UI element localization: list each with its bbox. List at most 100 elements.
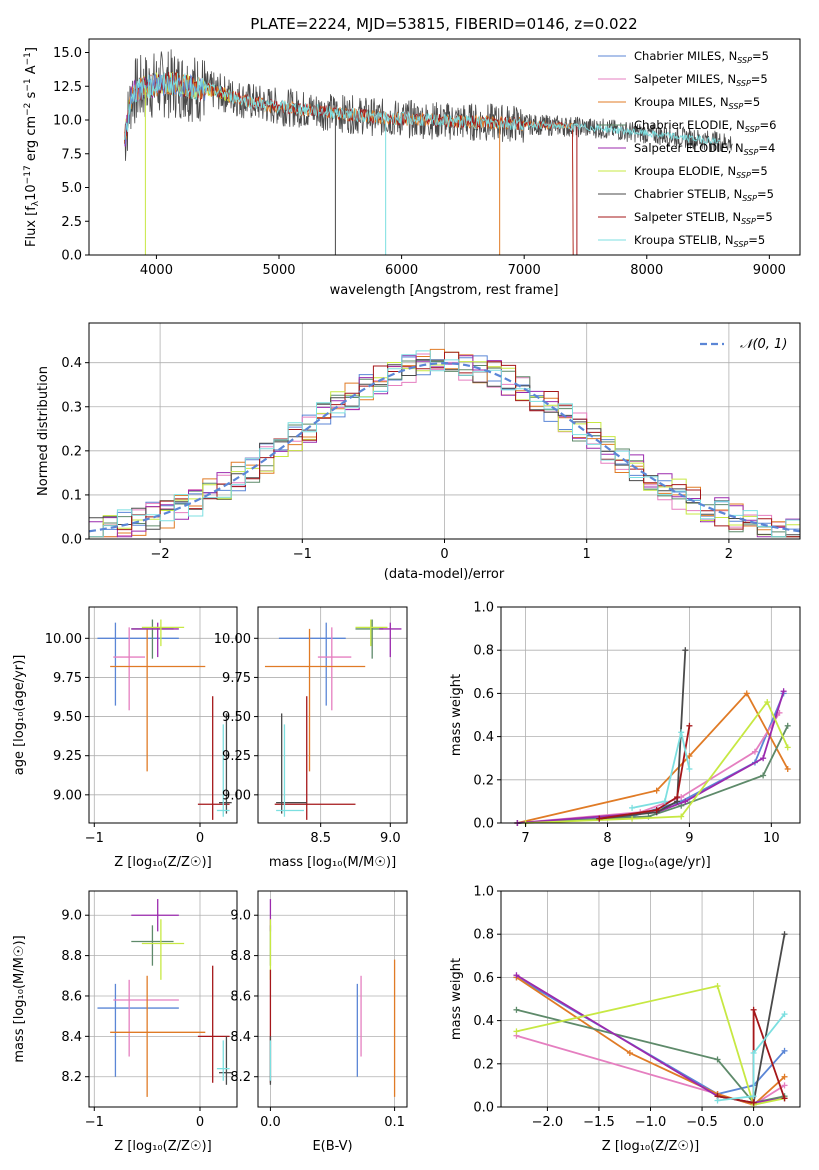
weight-vs-Z-y-tick-label: 1.0: [473, 885, 494, 900]
spectrum-y-tick-label: 0.0: [61, 249, 82, 264]
legend-label-salpeter_miles: Salpeter MILES, NSSP=5: [634, 72, 768, 88]
residual-y-ticks: 0.0 0.1 0.2 0.3 0.4: [61, 356, 89, 548]
age-vs-Z-axes-frame: [88, 606, 238, 824]
spectrum-y-tick-label: 7.5: [61, 147, 82, 162]
spectrum-y-tick-label: 10.0: [53, 114, 82, 129]
age-vs-Z-panel: −1 0 9.00 9.25 9.50 9.75 10.00 Z [log₁₀(Z/Z☉)] a…: [12, 606, 238, 870]
spectrum-x-tick-label: 8000: [630, 263, 663, 278]
mass-vs-ebv-panel: 0.0 0.1 8.2 8.4 8.6 8.8 9.0 E(B-V): [230, 890, 408, 1154]
mass-vs-ebv-x-label: E(B-V): [312, 1139, 352, 1154]
mass-vs-ebv-y-tick-label: 8.2: [230, 1070, 251, 1085]
legend-label-kroupa_elodie: Kroupa ELODIE, NSSP=5: [634, 164, 768, 180]
mass-vs-ebv-y-tick-label: 8.4: [230, 1030, 251, 1045]
weight-vs-age-x-tick-label: 8: [603, 831, 611, 846]
spectrum-title: PLATE=2224, MJD=53815, FIBERID=0146, z=0…: [250, 15, 637, 33]
spectrum-axes-frame: [88, 38, 801, 256]
spectrum-series-chabrier_stelib: [124, 49, 733, 161]
mass-vs-ebv-x-tick-label: 0.1: [384, 1115, 405, 1130]
age-vs-Z-y-tick-label: 9.50: [53, 710, 82, 725]
legend-label-chabrier_elodie: Chabrier ELODIE, NSSP=6: [634, 118, 776, 134]
weight-vs-Z-x-tick-label: −1.0: [635, 1115, 667, 1130]
residual-hist-kroupa_stelib: [89, 350, 800, 538]
weight-vs-age-panel: 7 8 9 10 0.0 0.2 0.4 0.6 0.8 1.0 age [log₁₀(age/yr…: [449, 601, 801, 870]
residual-x-tick-label: −1: [293, 547, 312, 562]
residual-y-tick-label: 0.4: [61, 356, 82, 371]
weight-vs-age-y-tick-label: 0.2: [473, 773, 494, 788]
legend-label-chabrier_miles: Chabrier MILES, NSSP=5: [634, 49, 769, 65]
age-vs-mass-y-tick-label: 9.00: [222, 788, 251, 803]
spectrum-x-tick-label: 7000: [508, 263, 541, 278]
mass-vs-ebv-y-tick-label: 8.6: [230, 989, 251, 1004]
legend-label-chabrier_stelib: Chabrier STELIB, NSSP=5: [634, 187, 774, 203]
spectrum-series-kroupa_stelib: [124, 72, 721, 145]
weight-vs-Z-x-tick-label: −2.0: [532, 1115, 564, 1130]
weight-vs-age-line-salpeter_stelib: [599, 725, 691, 820]
age-vs-mass-y-tick-label: 10.00: [214, 632, 251, 647]
residual-y-tick-label: 0.1: [61, 488, 82, 503]
mass-vs-ebv-axes-frame: [257, 890, 408, 1108]
weight-vs-Z-line-kroupa_elodie: [516, 984, 785, 1106]
spectrum-legend: Chabrier MILES, NSSP=5 Salpeter MILES, NS…: [598, 49, 776, 249]
weight-vs-age-axes-frame: [500, 606, 801, 824]
mass-vs-Z-panel: −1 0 8.2 8.4 8.6 8.8 9.0 Z [log₁₀(Z/Z☉)] mass [l…: [12, 890, 238, 1154]
age-vs-mass-x-tick-label: 9.0: [380, 831, 401, 846]
age-vs-Z-x-tick-label: 0: [196, 831, 204, 846]
weight-vs-age-x-label: age [log₁₀(age/yr)]: [590, 855, 711, 870]
spectrum-y-tick-label: 5.0: [61, 181, 82, 196]
weight-vs-Z-x-tick-label: −1.5: [583, 1115, 615, 1130]
legend-label-kroupa_stelib: Kroupa STELIB, NSSP=5: [634, 233, 765, 249]
residual-x-tick-label: −2: [151, 547, 170, 562]
weight-vs-age-y-tick-label: 0.0: [473, 817, 494, 832]
age-vs-Z-y-tick-label: 9.00: [53, 788, 82, 803]
spectrum-series-group: [124, 49, 733, 255]
residual-x-ticks: −2 −1 0 1 2: [151, 539, 733, 562]
mass-vs-Z-x-label: Z [log₁₀(Z/Z☉)]: [114, 1139, 211, 1154]
weight-vs-Z-y-tick-label: 0.2: [473, 1057, 494, 1072]
weight-vs-age-x-tick-label: 10: [763, 831, 780, 846]
residual-y-tick-label: 0.2: [61, 444, 82, 459]
weight-vs-Z-x-label: Z [log₁₀(Z/Z☉)]: [602, 1139, 699, 1154]
age-vs-mass-y-tick-label: 9.25: [222, 749, 251, 764]
spectrum-y-tick-label: 2.5: [61, 215, 82, 230]
residual-x-tick-label: 2: [725, 547, 733, 562]
weight-vs-age-y-tick-label: 0.8: [473, 644, 494, 659]
mass-vs-ebv-y-tick-label: 9.0: [230, 909, 251, 924]
weight-vs-Z-y-tick-label: 0.6: [473, 971, 494, 986]
age-vs-mass-x-tick-label: 8.5: [310, 831, 331, 846]
weight-vs-age-x-tick-label: 7: [521, 831, 529, 846]
age-vs-Z-y-tick-label: 9.25: [53, 749, 82, 764]
mass-vs-Z-y-tick-label: 8.2: [61, 1070, 82, 1085]
mass-vs-Z-y-tick-label: 9.0: [61, 909, 82, 924]
mass-vs-Z-y-tick-label: 8.4: [61, 1030, 82, 1045]
weight-vs-age-y-tick-label: 0.4: [473, 730, 494, 745]
age-vs-mass-y-tick-label: 9.50: [222, 710, 251, 725]
age-vs-Z-y-tick-label: 10.00: [45, 632, 82, 647]
age-vs-Z-y-tick-label: 9.75: [53, 671, 82, 686]
weight-vs-age-y-tick-label: 1.0: [473, 601, 494, 616]
spectrum-y-ticks: 0.0 2.5 5.0 7.5 10.0 12.5 15.0: [53, 46, 89, 264]
weight-vs-age-line-chabrier_stelib: [599, 650, 687, 820]
gaussian-curve: [88, 361, 801, 533]
parameter-panels: −1 0 9.00 9.25 9.50 9.75 10.00 Z [log₁₀(Z/Z☉)] a…: [12, 601, 801, 1154]
residual-panel: −2 −1 0 1 2 0.0 0.1 0.2 0.3 0.4 (data-model)/err…: [36, 322, 801, 582]
weight-vs-age-x-tick-label: 9: [685, 831, 693, 846]
mass-vs-ebv-y-tick-label: 8.8: [230, 949, 251, 964]
weight-vs-Z-y-label: mass weight: [449, 958, 464, 1040]
mass-vs-Z-y-label: mass [log₁₀(M/M☉)]: [12, 935, 27, 1062]
mass-vs-Z-x-tick-label: −1: [85, 1115, 104, 1130]
age-vs-mass-panel: 8.5 9.0 9.00 9.25 9.50 9.75 10.00 mass [log₁₀(M…: [214, 606, 408, 870]
legend-label-salpeter_elodie: Salpeter ELODIE, NSSP=4: [634, 141, 775, 157]
residual-x-tick-label: 0: [440, 547, 448, 562]
spectrum-x-ticks: 4000 5000 6000 7000 8000 9000: [140, 255, 786, 278]
residual-y-tick-label: 0.0: [61, 533, 82, 548]
weight-vs-Z-x-tick-label: 0.0: [743, 1115, 764, 1130]
spectrum-y-tick-label: 12.5: [53, 80, 82, 95]
weight-vs-Z-panel: −2.0 −1.5 −1.0 −0.5 0.0 0.0 0.2 0.4 0.6 0.8 1.0 Z […: [449, 885, 801, 1154]
weight-vs-age-y-label: mass weight: [449, 674, 464, 756]
age-vs-mass-x-label: mass [log₁₀(M/M☉)]: [269, 855, 396, 870]
residual-x-label: (data-model)/error: [384, 567, 505, 582]
mass-vs-Z-y-tick-label: 8.8: [61, 949, 82, 964]
age-vs-Z-x-tick-label: −1: [85, 831, 104, 846]
